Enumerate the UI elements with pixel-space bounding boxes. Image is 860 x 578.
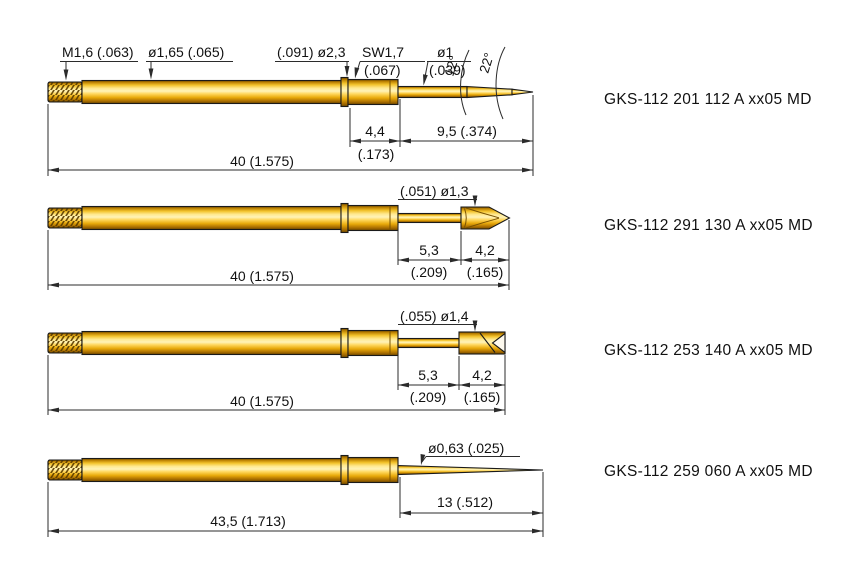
probe-3-seg1-dim: 5,3: [418, 367, 438, 383]
probe-1-angle-inner-label: 12°: [442, 54, 462, 78]
probe-2-seg2-dim: 4,2: [475, 242, 495, 258]
probe-4-part-number: GKS-112 259 060 A xx05 MD: [604, 463, 813, 480]
probe-3-tip-label: (.055) ø1,4: [400, 308, 469, 324]
probe-2-seg1-dim: 5,3: [419, 242, 439, 258]
probe-4-needle: [397, 464, 544, 476]
probe-3-dimension-lines: [47, 350, 506, 415]
probe-4-drawing: ø0,63 (.025) 13 (.512) 43,5 (1.713) GKS-…: [47, 440, 813, 537]
probe-1-body: [47, 76, 399, 108]
probe-2-drawing: (.051) ø1,3 5,3 (.209) 4,2 (.165) 40 (1.…: [47, 183, 813, 290]
probe-1-dimension-lines: [47, 95, 534, 176]
probe-4-total-dim: 43,5 (1.713): [210, 513, 286, 529]
probe-3-plunger: [397, 331, 506, 355]
probe-3-seg2-dim: 4,2: [472, 367, 492, 383]
probe-3-drawing: (.055) ø1,4 5,3 (.209) 4,2 (.165) 40 (1.…: [47, 308, 813, 415]
probe-1-callout-lines: [60, 46, 506, 120]
probe-3-total-dim: 40 (1.575): [230, 393, 294, 409]
probe-1-tip-label: ø1: [437, 44, 454, 60]
probe-3-body: [47, 327, 399, 359]
probe-1-barrel-label: ø1,65 (.065): [148, 44, 224, 60]
probe-1-collar-label: (.091) ø2,3: [277, 44, 346, 60]
probe-1-seg2-dim: 9,5 (.374): [437, 123, 497, 139]
probe-1-total-dim: 40 (1.575): [230, 153, 294, 169]
probe-1-angle-outer-label: 22°: [477, 51, 497, 75]
probe-3-part-number: GKS-112 253 140 A xx05 MD: [604, 342, 813, 359]
probe-4-tip-label: ø0,63 (.025): [428, 440, 504, 456]
probe-4-seg2-dim: 13 (.512): [437, 494, 493, 510]
probe-2-part-number: GKS-112 291 130 A xx05 MD: [604, 217, 813, 234]
probe-3-seg2-inch-dim: (.165): [464, 389, 501, 405]
probe-3-seg1-inch-dim: (.209): [410, 389, 447, 405]
probe-1-hex-label: SW1,7: [362, 44, 404, 60]
probe-1-drawing: M1,6 (.063) ø1,65 (.065) (.091) ø2,3 SW1…: [47, 44, 812, 176]
probe-4-dimension-lines: [47, 472, 544, 537]
probe-2-total-dim: 40 (1.575): [230, 268, 294, 284]
probe-1-plunger: [397, 85, 534, 99]
probe-2-seg2-inch-dim: (.165): [467, 264, 504, 280]
probe-1-tip-inch-label: (.039): [429, 62, 466, 78]
probe-2-dimension-lines: [47, 220, 510, 290]
probe-1-thread-label: M1,6 (.063): [62, 44, 134, 60]
probe-2-tip-label: (.051) ø1,3: [400, 183, 469, 199]
probe-2-callout-lines: [398, 195, 478, 207]
probe-1-seg1-inch-dim: (.173): [358, 146, 395, 162]
probe-4-callout-lines: [418, 454, 520, 466]
probe-1-hex-inch-label: (.067): [364, 62, 401, 78]
probe-1-seg1-dim: 4,4: [365, 123, 385, 139]
probe-1-part-number: GKS-112 201 112 A xx05 MD: [604, 91, 812, 108]
probe-4-body: [47, 454, 399, 486]
probe-2-seg1-inch-dim: (.209): [411, 264, 448, 280]
probe-2-body: [47, 202, 399, 234]
probe-2-plunger: [397, 206, 511, 230]
probe-3-callout-lines: [398, 320, 478, 332]
